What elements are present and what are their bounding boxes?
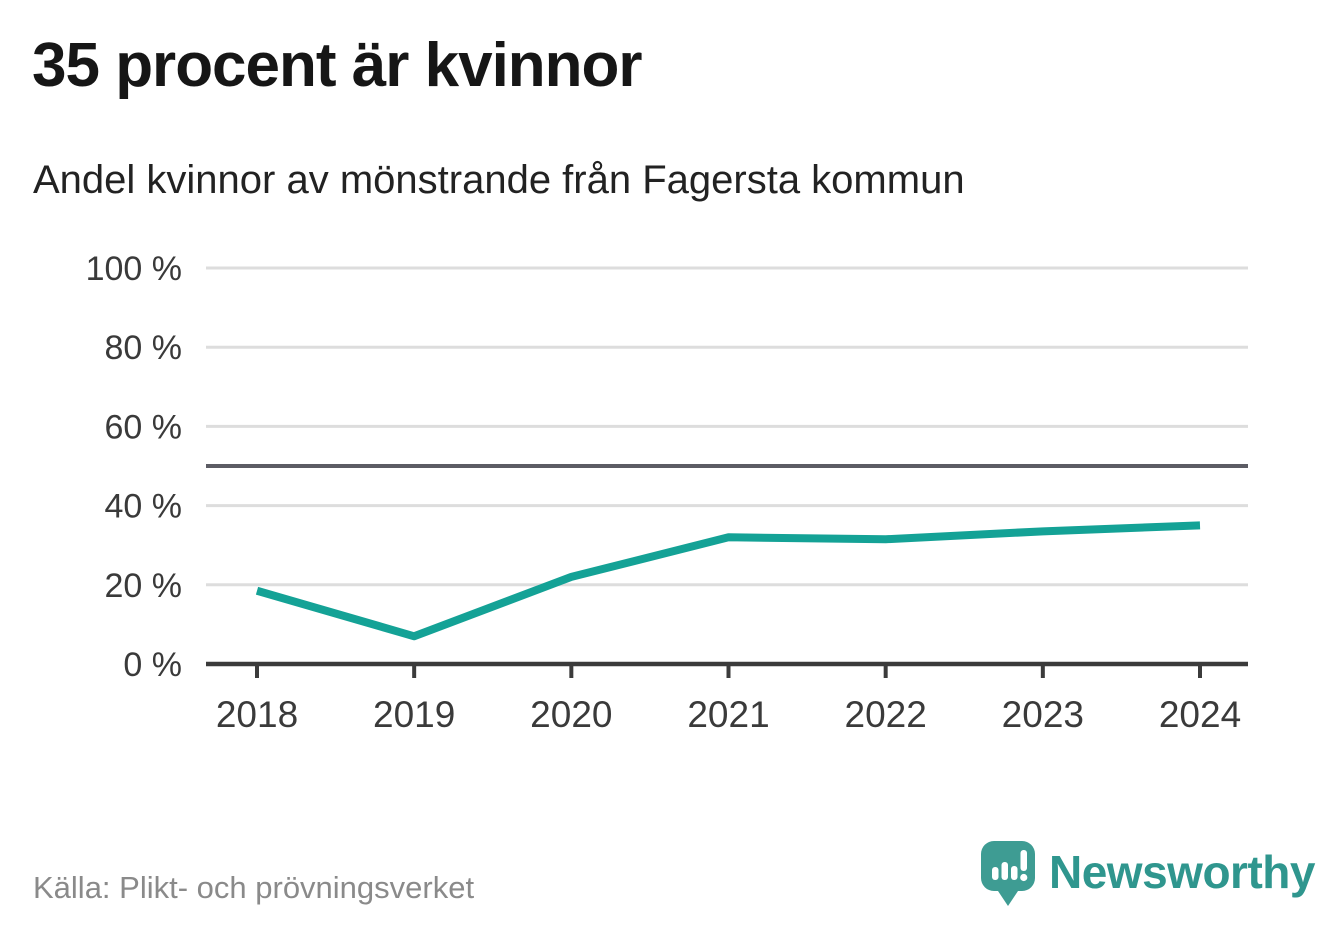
x-axis-label: 2021 <box>687 694 769 735</box>
chart-title: 35 procent är kvinnor <box>32 31 643 100</box>
chart-subtitle: Andel kvinnor av mönstrande från Fagerst… <box>33 158 965 202</box>
x-axis-label: 2023 <box>1002 694 1084 735</box>
newsworthy-logo-icon <box>981 841 1035 906</box>
brand-name: Newsworthy <box>1049 846 1315 898</box>
x-axis-label: 2024 <box>1159 694 1241 735</box>
x-axis-label: 2019 <box>373 694 455 735</box>
data-line-andel-kvinnor-av-m-nstrande <box>255 521 1201 641</box>
source-attribution: Källa: Plikt- och prövningsverket <box>33 870 475 905</box>
y-axis-label: 0 % <box>123 646 182 684</box>
y-axis-label: 20 % <box>105 567 183 605</box>
y-axis-label: 80 % <box>105 329 183 367</box>
y-axis-label: 60 % <box>105 408 183 446</box>
x-axis-label: 2018 <box>216 694 298 735</box>
y-axis-label: 40 % <box>105 488 183 526</box>
newsworthy-brand: Newsworthy <box>981 840 1315 912</box>
y-axis-label: 100 % <box>86 250 182 288</box>
line-chart: 0 % 20 % 40 % 60 % 80 % 100 % 2018 2019 2020 2021… <box>86 250 1248 735</box>
x-axis-label: 2022 <box>845 694 927 735</box>
x-axis-label: 2020 <box>530 694 612 735</box>
